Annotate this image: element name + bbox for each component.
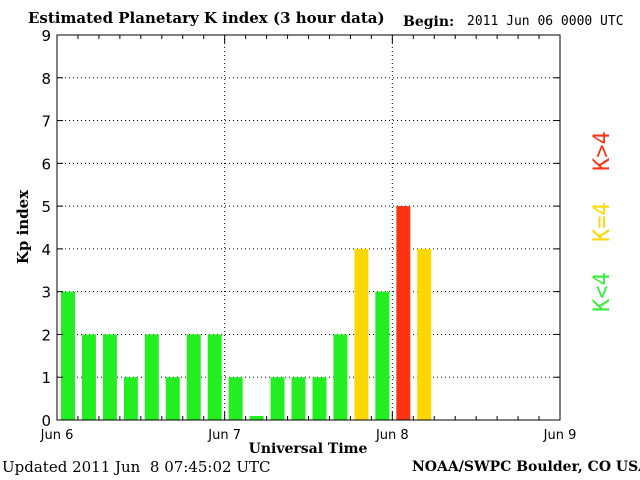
bar xyxy=(249,416,264,420)
bar xyxy=(102,334,117,420)
bar xyxy=(207,334,222,420)
bar xyxy=(333,334,348,420)
bar xyxy=(354,248,369,420)
legend-equal: K=4 xyxy=(590,202,615,242)
y-tick-label: 5 xyxy=(41,198,51,216)
plot-frame xyxy=(56,34,561,421)
bar xyxy=(291,377,306,420)
bar xyxy=(228,377,243,420)
updated-timestamp: Updated 2011 Jun 8 07:45:02 UTC xyxy=(2,458,271,476)
y-tick-label: 9 xyxy=(41,27,51,45)
y-tick-label: 6 xyxy=(41,155,51,173)
bar xyxy=(144,334,159,420)
y-tick-label: 3 xyxy=(41,284,51,302)
chart-title: Estimated Planetary K index (3 hour data… xyxy=(28,9,385,27)
x-tick-label: Jun 8 xyxy=(375,428,409,443)
y-tick-label: 7 xyxy=(41,113,51,131)
legend-low: K<4 xyxy=(590,272,615,312)
bar xyxy=(375,291,390,420)
bar xyxy=(417,248,432,420)
x-tick-label: Jun 6 xyxy=(40,428,74,443)
bar xyxy=(186,334,201,420)
credit-text: NOAA/SWPC Boulder, CO USA xyxy=(412,459,640,475)
legend-high: K>4 xyxy=(590,131,615,171)
bar xyxy=(312,377,327,420)
x-tick-label: Jun 9 xyxy=(543,428,577,443)
bar xyxy=(165,377,180,420)
bar xyxy=(123,377,138,420)
y-tick-label: 8 xyxy=(41,70,51,88)
bar xyxy=(396,206,411,420)
y-tick-label: 1 xyxy=(41,369,51,387)
begin-label: Begin: xyxy=(403,14,455,30)
y-tick-label: 0 xyxy=(41,412,51,430)
y-axis-label: Kp index xyxy=(14,189,32,264)
bar xyxy=(61,291,75,420)
y-tick-label: 4 xyxy=(41,241,51,259)
x-axis-label: Universal Time xyxy=(249,441,368,457)
begin-value: 2011 Jun 06 0000 UTC xyxy=(467,14,624,29)
y-tick-label: 2 xyxy=(41,326,51,344)
bar xyxy=(81,334,96,420)
bar xyxy=(270,377,285,420)
x-tick-label: Jun 7 xyxy=(207,428,241,443)
